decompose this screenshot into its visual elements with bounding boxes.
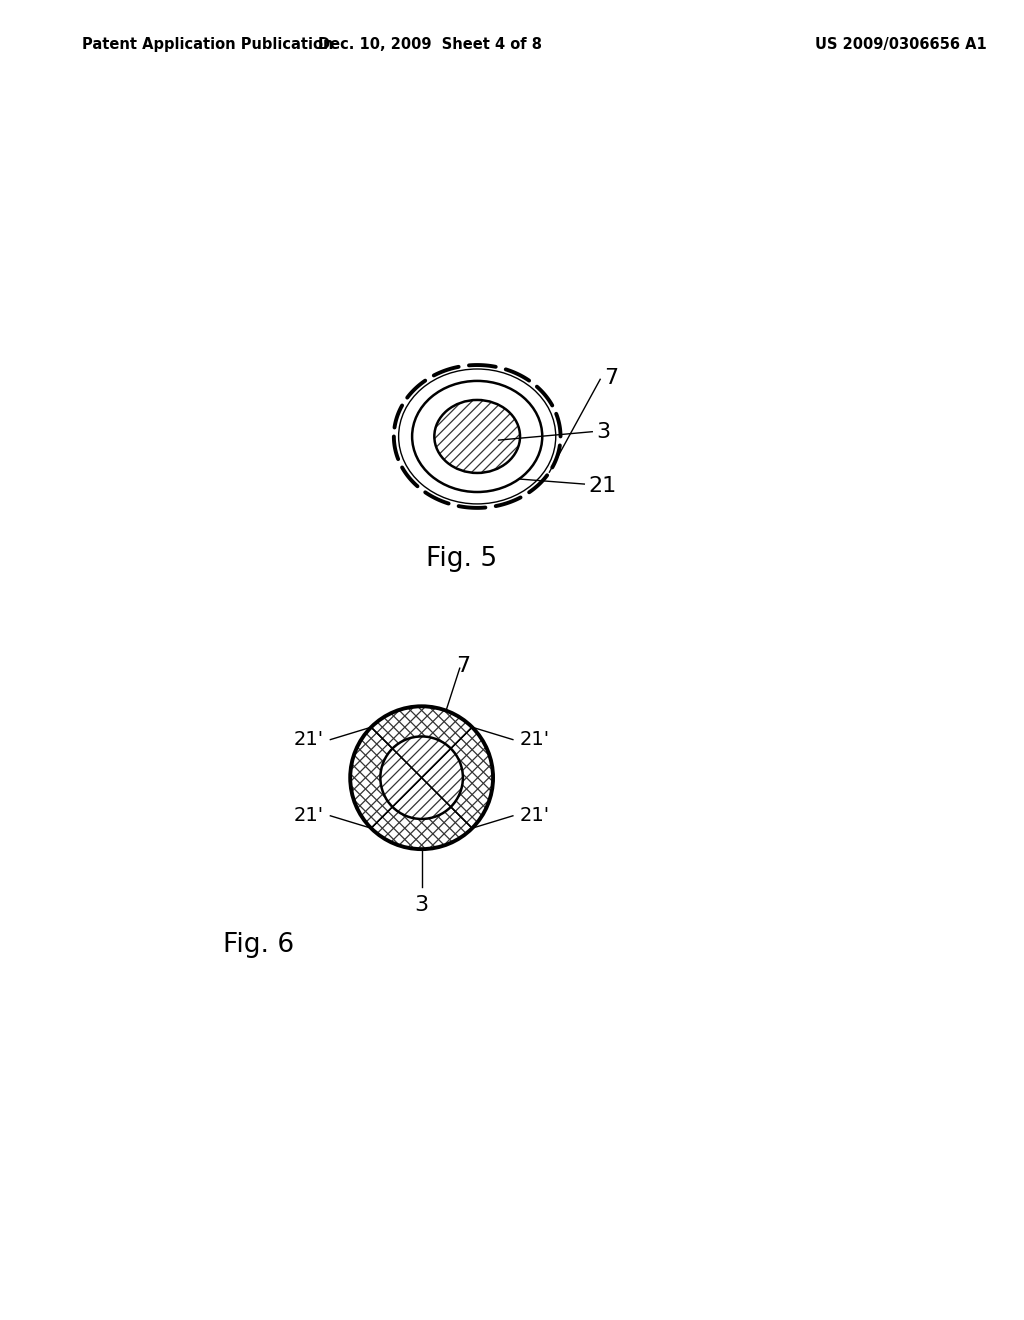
Text: US 2009/0306656 A1: US 2009/0306656 A1 (815, 37, 987, 51)
Text: 3: 3 (415, 895, 429, 915)
Text: Patent Application Publication: Patent Application Publication (82, 37, 334, 51)
Text: Dec. 10, 2009  Sheet 4 of 8: Dec. 10, 2009 Sheet 4 of 8 (318, 37, 542, 51)
Text: 21': 21' (294, 807, 324, 825)
Ellipse shape (412, 381, 543, 492)
Text: Fig. 6: Fig. 6 (223, 932, 294, 958)
Circle shape (380, 737, 463, 818)
Text: 7: 7 (456, 656, 470, 676)
Text: 21: 21 (588, 477, 616, 496)
Text: Fig. 5: Fig. 5 (426, 546, 497, 572)
Text: 3: 3 (596, 421, 610, 442)
Ellipse shape (394, 366, 560, 508)
Circle shape (350, 706, 494, 849)
Text: 21': 21' (294, 730, 324, 750)
Text: 7: 7 (604, 368, 618, 388)
Text: 21': 21' (519, 730, 549, 750)
Text: 21': 21' (519, 807, 549, 825)
